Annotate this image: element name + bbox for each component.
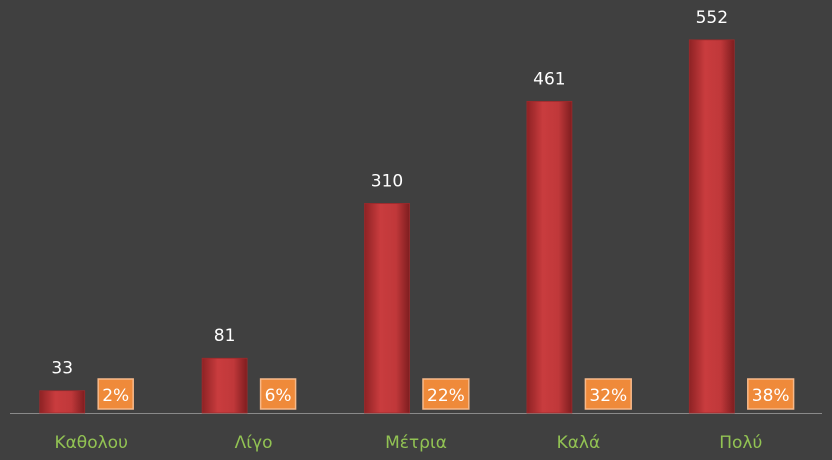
percent-label: 38%: [752, 386, 790, 406]
percent-box: [422, 378, 470, 410]
value-label: 310: [371, 171, 403, 191]
percent-box: [259, 378, 297, 410]
bar: [526, 100, 573, 414]
value-label: 81: [214, 326, 236, 346]
percent-label: 22%: [427, 386, 465, 406]
bar: [39, 390, 86, 414]
percent-box: [97, 378, 134, 410]
percent-label: 2%: [102, 386, 129, 406]
percent-label: 6%: [265, 386, 292, 406]
x-tick-label: Καλά: [557, 433, 601, 453]
percent-box: [747, 378, 795, 410]
x-tick-label: Λίγο: [235, 433, 273, 453]
value-label: 461: [533, 69, 565, 89]
value-label: 552: [696, 8, 728, 28]
bar: [688, 39, 735, 414]
x-tick-label: Μέτρια: [385, 433, 447, 453]
bar: [201, 357, 248, 414]
percent-box: [584, 378, 632, 410]
percent-label: 32%: [589, 386, 627, 406]
x-tick-label: Καθολου: [54, 433, 127, 453]
value-label: 33: [51, 359, 73, 379]
x-tick-label: Πολύ: [719, 433, 762, 453]
bar: [364, 203, 410, 414]
